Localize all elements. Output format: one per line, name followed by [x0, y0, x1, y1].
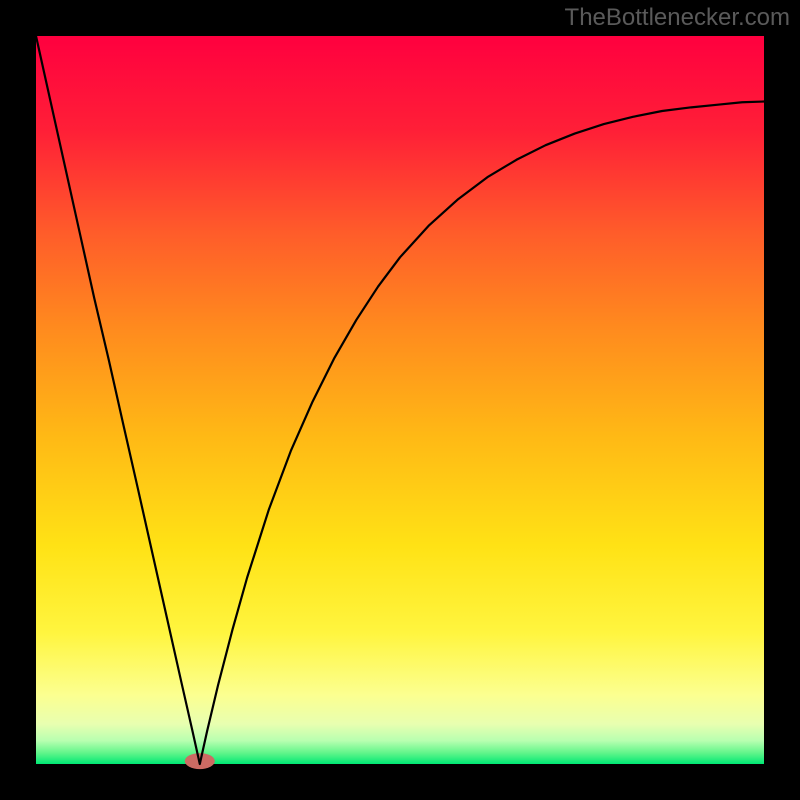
- bottleneck-curve-chart: [0, 0, 800, 800]
- chart-container: TheBottlenecker.com: [0, 0, 800, 800]
- watermark-text: TheBottlenecker.com: [565, 4, 790, 32]
- chart-background-gradient: [36, 36, 764, 764]
